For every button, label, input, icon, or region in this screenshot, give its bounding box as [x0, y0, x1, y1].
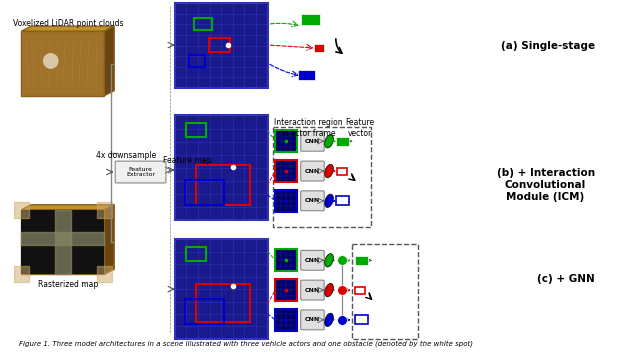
- Text: Voxelized LiDAR point clouds: Voxelized LiDAR point clouds: [13, 19, 123, 28]
- Bar: [337, 168, 347, 175]
- Text: Feature map: Feature map: [163, 156, 212, 165]
- Circle shape: [43, 53, 58, 69]
- Text: Interaction region
in actor frame: Interaction region in actor frame: [274, 119, 343, 138]
- FancyBboxPatch shape: [301, 131, 324, 151]
- Ellipse shape: [324, 164, 333, 178]
- Polygon shape: [21, 205, 114, 210]
- Text: CNN: CNN: [305, 139, 320, 144]
- Bar: [275, 190, 297, 212]
- FancyBboxPatch shape: [301, 310, 324, 330]
- FancyBboxPatch shape: [301, 161, 324, 181]
- Text: Rasterized map: Rasterized map: [38, 279, 98, 289]
- FancyBboxPatch shape: [301, 280, 324, 300]
- Polygon shape: [104, 205, 114, 274]
- Ellipse shape: [324, 194, 333, 207]
- FancyBboxPatch shape: [301, 14, 320, 25]
- FancyBboxPatch shape: [175, 239, 268, 339]
- Text: Figure 1. Three model architectures in a scene illustrated with three vehicle ac: Figure 1. Three model architectures in a…: [19, 340, 472, 347]
- Bar: [275, 309, 297, 331]
- Bar: [355, 287, 365, 294]
- Bar: [314, 44, 324, 52]
- Bar: [189, 55, 205, 67]
- Polygon shape: [21, 210, 104, 274]
- Bar: [275, 250, 297, 271]
- Ellipse shape: [324, 134, 333, 148]
- Ellipse shape: [324, 283, 333, 297]
- Text: CNN: CNN: [305, 198, 320, 203]
- FancyBboxPatch shape: [301, 250, 324, 270]
- Text: CNN: CNN: [305, 318, 320, 322]
- FancyBboxPatch shape: [301, 191, 324, 211]
- Text: Feature
Extractor: Feature Extractor: [126, 166, 155, 177]
- Text: CNN: CNN: [305, 258, 320, 263]
- FancyBboxPatch shape: [355, 256, 367, 265]
- Bar: [186, 124, 206, 137]
- FancyBboxPatch shape: [175, 115, 268, 220]
- Text: CNN: CNN: [305, 169, 320, 174]
- Polygon shape: [21, 31, 104, 96]
- Bar: [184, 180, 223, 205]
- Ellipse shape: [324, 313, 333, 327]
- Bar: [275, 160, 297, 182]
- Bar: [195, 18, 212, 30]
- FancyBboxPatch shape: [115, 161, 166, 183]
- Bar: [184, 299, 223, 324]
- Bar: [351, 244, 418, 339]
- Polygon shape: [21, 210, 104, 274]
- Bar: [186, 247, 206, 261]
- Polygon shape: [21, 26, 114, 31]
- Text: CNN: CNN: [305, 288, 320, 293]
- Text: (c) + GNN: (c) + GNN: [537, 274, 595, 284]
- Bar: [196, 165, 250, 205]
- Bar: [273, 127, 371, 227]
- Ellipse shape: [324, 254, 333, 267]
- Polygon shape: [104, 26, 114, 96]
- FancyBboxPatch shape: [175, 4, 268, 88]
- Bar: [209, 38, 230, 52]
- Text: (a) Single-stage: (a) Single-stage: [500, 41, 595, 51]
- Bar: [275, 130, 297, 152]
- Text: (b) + Interaction
Convolutional
Module (ICM): (b) + Interaction Convolutional Module (…: [497, 168, 595, 202]
- FancyBboxPatch shape: [337, 137, 349, 146]
- Text: Feature
vector: Feature vector: [346, 119, 375, 138]
- Bar: [196, 284, 250, 322]
- FancyBboxPatch shape: [298, 70, 315, 80]
- Text: 4x downsample: 4x downsample: [96, 151, 156, 160]
- Bar: [275, 279, 297, 301]
